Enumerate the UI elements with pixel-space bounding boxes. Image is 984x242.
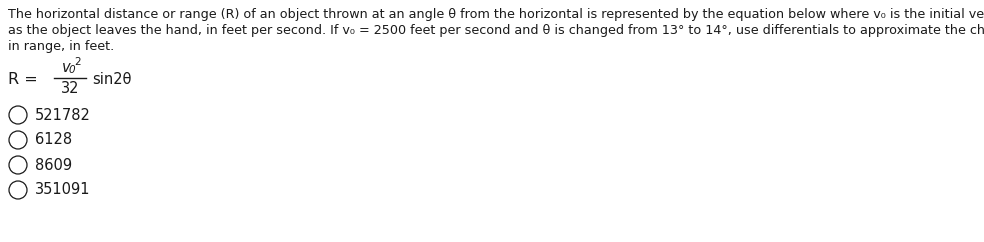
Text: v: v (62, 60, 71, 75)
Text: 8609: 8609 (35, 158, 72, 173)
Text: R =: R = (8, 73, 43, 88)
Text: 351091: 351091 (35, 182, 91, 197)
Text: 0: 0 (68, 65, 75, 75)
Text: The horizontal distance or range (R) of an object thrown at an angle θ from the : The horizontal distance or range (R) of … (8, 8, 984, 21)
Text: as the object leaves the hand, in feet per second. If v₀ = 2500 feet per second : as the object leaves the hand, in feet p… (8, 24, 984, 37)
Text: 2: 2 (74, 57, 81, 67)
Text: 32: 32 (61, 81, 80, 96)
Text: 6128: 6128 (35, 133, 72, 148)
Text: 521782: 521782 (35, 107, 91, 122)
Text: in range, in feet.: in range, in feet. (8, 40, 114, 53)
Text: sin2θ: sin2θ (92, 73, 132, 88)
